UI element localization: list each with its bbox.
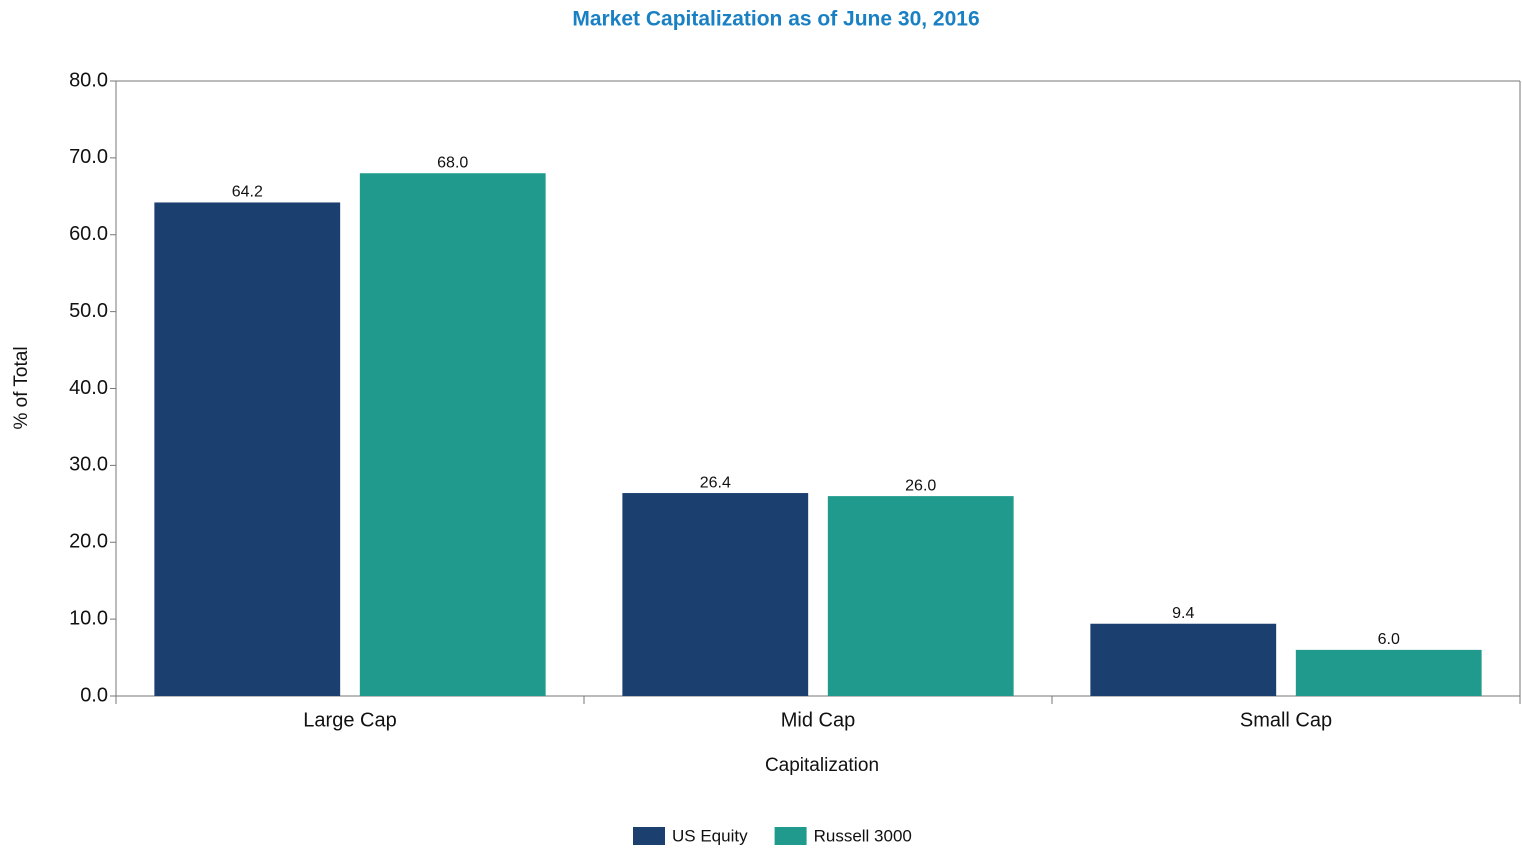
bar bbox=[827, 496, 1014, 696]
x-tick-label: Large Cap bbox=[303, 709, 396, 731]
data-label: 9.4 bbox=[1172, 605, 1194, 622]
data-label: 26.0 bbox=[905, 477, 936, 494]
data-label: 68.0 bbox=[437, 154, 468, 171]
bar bbox=[1295, 649, 1482, 696]
x-tick-label: Mid Cap bbox=[781, 709, 855, 731]
y-tick-label: 30.0 bbox=[69, 454, 108, 476]
y-tick-label: 80.0 bbox=[69, 69, 108, 91]
y-tick-label: 10.0 bbox=[69, 607, 108, 629]
y-axis-label: % of Total bbox=[11, 346, 32, 429]
x-tick-label: Small Cap bbox=[1240, 709, 1332, 731]
x-axis-label: Capitalization bbox=[765, 755, 879, 776]
data-label: 26.4 bbox=[700, 474, 731, 491]
chart-title: Market Capitalization as of June 30, 201… bbox=[572, 8, 979, 31]
legend-swatch bbox=[774, 827, 807, 845]
bar bbox=[622, 493, 809, 696]
y-tick-label: 40.0 bbox=[69, 377, 108, 399]
y-tick-label: 20.0 bbox=[69, 531, 108, 553]
bar bbox=[1090, 623, 1277, 696]
legend-label: Russell 3000 bbox=[814, 826, 912, 845]
data-label: 64.2 bbox=[232, 184, 263, 201]
data-label: 6.0 bbox=[1378, 631, 1400, 648]
legend-label: US Equity bbox=[672, 826, 748, 845]
y-tick-label: 60.0 bbox=[69, 223, 108, 245]
y-tick-label: 0.0 bbox=[80, 684, 108, 706]
legend-swatch bbox=[633, 827, 665, 845]
y-tick-label: 70.0 bbox=[69, 146, 108, 168]
bar bbox=[154, 202, 341, 696]
y-tick-label: 50.0 bbox=[69, 300, 108, 322]
bar bbox=[359, 173, 546, 696]
